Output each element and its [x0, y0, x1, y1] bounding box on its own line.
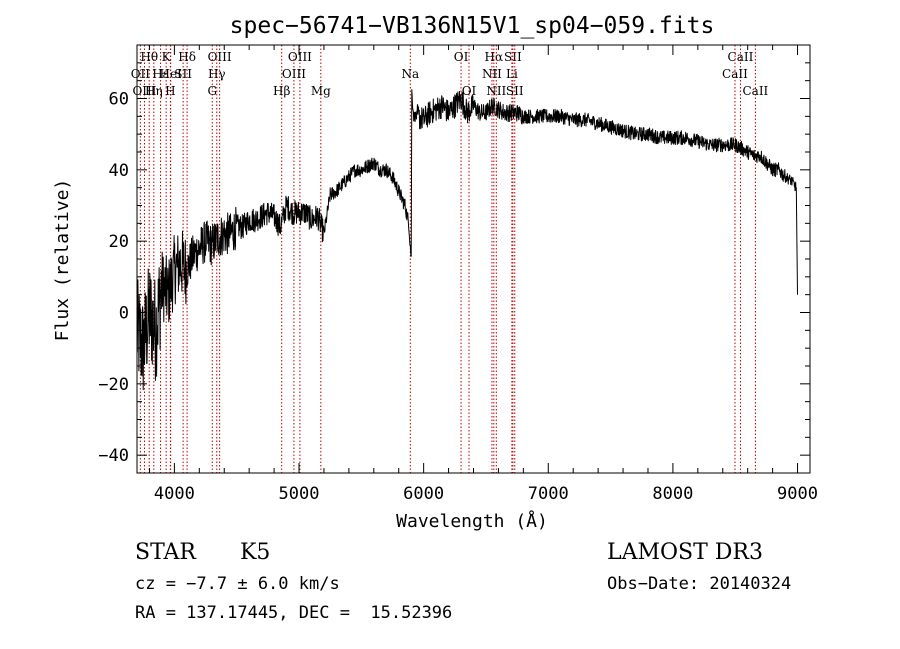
spectral-line-label: OI — [454, 50, 469, 64]
spectral-line-label: NII — [486, 84, 506, 98]
x-tick-label: 8000 — [652, 484, 693, 504]
y-axis: −40 −20 0 20 40 60 — [98, 62, 810, 466]
spectral-line-label: OI — [462, 84, 477, 98]
x-axis-label: Wavelength (Å) — [396, 510, 548, 532]
chart-title: spec−56741−VB136N15V1_sp04−059.fits — [230, 13, 715, 39]
coordinates-text: RA = 137.17445, DEC = 15.52396 — [135, 603, 453, 623]
spectral-line-label: H — [165, 84, 175, 98]
y-tick-label: −20 — [98, 375, 129, 395]
spectral-line-label: Hε — [152, 67, 169, 81]
x-axis: 4000 5000 6000 7000 8000 9000 — [148, 45, 818, 504]
spectral-line-label: CaII — [728, 50, 754, 64]
x-tick-label: 5000 — [279, 484, 320, 504]
redshift-text: cz = −7.7 ± 6.0 km/s — [135, 574, 340, 594]
spectral-line-label: SII — [504, 50, 522, 64]
spectral-line-label: Hβ — [273, 84, 290, 98]
spectral-line-label: OII — [131, 67, 151, 81]
spectrum-line — [136, 89, 798, 391]
x-tick-label: 9000 — [777, 484, 818, 504]
x-tick-label: 4000 — [154, 484, 195, 504]
spectral-line-label: G — [207, 84, 217, 98]
y-tick-label: 20 — [109, 232, 129, 252]
spectral-line-label: OIII — [208, 50, 232, 64]
spectral-line-label: OIII — [282, 67, 306, 81]
spectral-line-label: Na — [401, 67, 419, 81]
spectral-line-label: CaII — [742, 84, 768, 98]
spectral-line-label: OIII — [288, 50, 312, 64]
spectral-line-label: Hα — [485, 50, 504, 64]
spectral-line-label: SII — [506, 84, 524, 98]
spectral-line-label: Hη — [145, 84, 163, 98]
spectral-line-label: K — [162, 50, 172, 64]
y-tick-label: −40 — [98, 446, 129, 466]
survey-name: LAMOST DR3 — [607, 540, 763, 565]
spectral-line-label: SII — [174, 67, 192, 81]
observation-date: Obs−Date: 20140324 — [607, 574, 792, 594]
spectral-line-label: NII — [482, 67, 502, 81]
object-class: STAR — [135, 540, 196, 565]
spectral-line-label: Hδ — [178, 50, 196, 64]
x-tick-label: 6000 — [403, 484, 444, 504]
y-tick-label: 0 — [119, 304, 129, 324]
spectral-line-label: Mg — [311, 84, 331, 98]
y-tick-label: 60 — [109, 90, 129, 110]
y-tick-label: 40 — [109, 161, 129, 181]
y-axis-label: Flux (relative) — [52, 179, 73, 342]
spectrum-layer — [136, 89, 798, 391]
spectral-subclass: K5 — [240, 540, 271, 565]
spectral-line-label: Hγ — [208, 67, 226, 81]
x-tick-label: 7000 — [528, 484, 569, 504]
spectral-line-label: Li — [506, 67, 518, 81]
spectral-line-label: CaII — [722, 67, 748, 81]
spectral-line-label: OIII — [132, 84, 156, 98]
spectral-line-label: Hθ — [140, 50, 158, 64]
